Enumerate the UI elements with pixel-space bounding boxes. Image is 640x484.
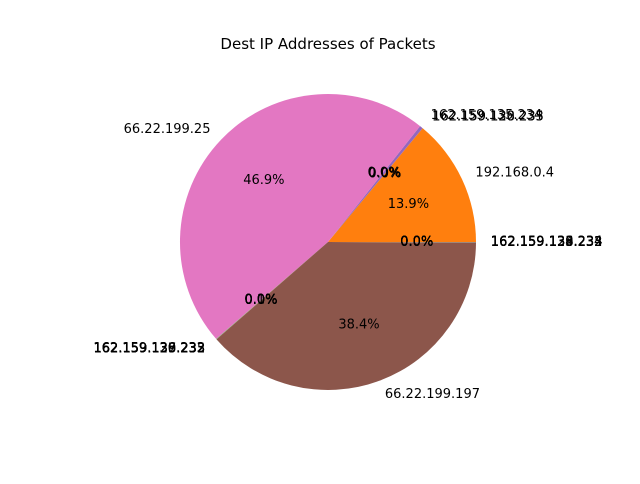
pct-label-162-159-135-233: 0.0% — [245, 293, 278, 308]
pct-label-162-159-136-234: 0.0% — [400, 235, 433, 250]
slice-label-162-159-136-234: 162.159.136.234 — [491, 235, 603, 250]
slice-label-162-159-135-234: 162.159.135.234 — [431, 108, 543, 123]
chart-title: Dest IP Addresses of Packets — [220, 35, 435, 53]
slice-label-66-22-199-25: 66.22.199.25 — [124, 122, 211, 137]
slice-label-66-22-199-197: 66.22.199.197 — [385, 387, 480, 402]
slice-label-162-159-135-233: 162.159.135.233 — [94, 342, 206, 357]
pct-label-66-22-199-25: 46.9% — [243, 173, 284, 188]
pct-label-66-22-199-197: 38.4% — [338, 318, 379, 333]
slice-label-192-168-0-4: 192.168.0.4 — [475, 165, 554, 180]
pct-label-192-168-0-4: 13.9% — [388, 197, 429, 212]
pct-label-162-159-135-234: 0.0% — [367, 166, 400, 181]
